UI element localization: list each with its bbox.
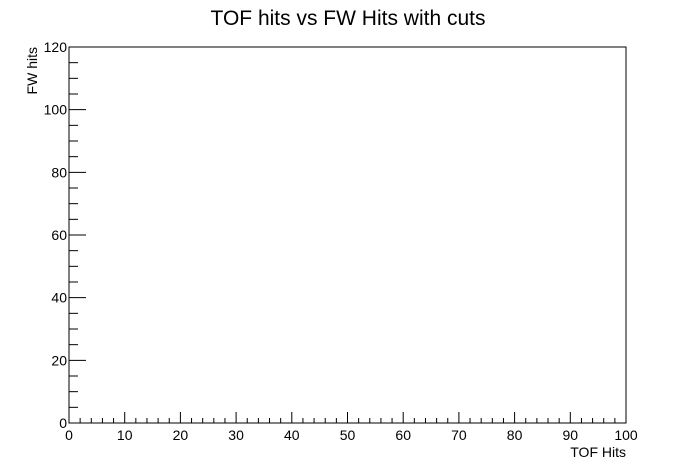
x-tick-label: 30 [228, 427, 244, 443]
y-tick-label: 100 [44, 102, 68, 118]
y-tick-label: 0 [59, 415, 67, 431]
x-tick-label: 0 [65, 427, 73, 443]
y-tick-label: 40 [51, 290, 67, 306]
x-tick-label: 80 [507, 427, 523, 443]
x-tick-label: 60 [395, 427, 411, 443]
y-tick-label: 80 [51, 164, 67, 180]
x-tick-label: 20 [173, 427, 189, 443]
x-tick-label: 10 [117, 427, 133, 443]
y-axis-label: FW hits [24, 47, 40, 94]
x-axis-label: TOF Hits [570, 444, 626, 460]
x-tick-label: 100 [614, 427, 638, 443]
x-tick-label: 50 [340, 427, 356, 443]
x-tick-label: 90 [563, 427, 579, 443]
x-tick-label: 40 [284, 427, 300, 443]
y-axis: 0 20 40 60 80 100 120 [44, 39, 86, 431]
y-tick-label: 20 [51, 352, 67, 368]
y-tick-label: 60 [51, 227, 67, 243]
y-tick-label: 120 [44, 39, 68, 55]
x-axis: 0 10 20 30 40 50 60 70 80 90 100 [65, 412, 638, 443]
x-tick-label: 70 [451, 427, 467, 443]
chart-title: TOF hits vs FW Hits with cuts [211, 7, 486, 30]
plot-frame [68, 46, 627, 424]
